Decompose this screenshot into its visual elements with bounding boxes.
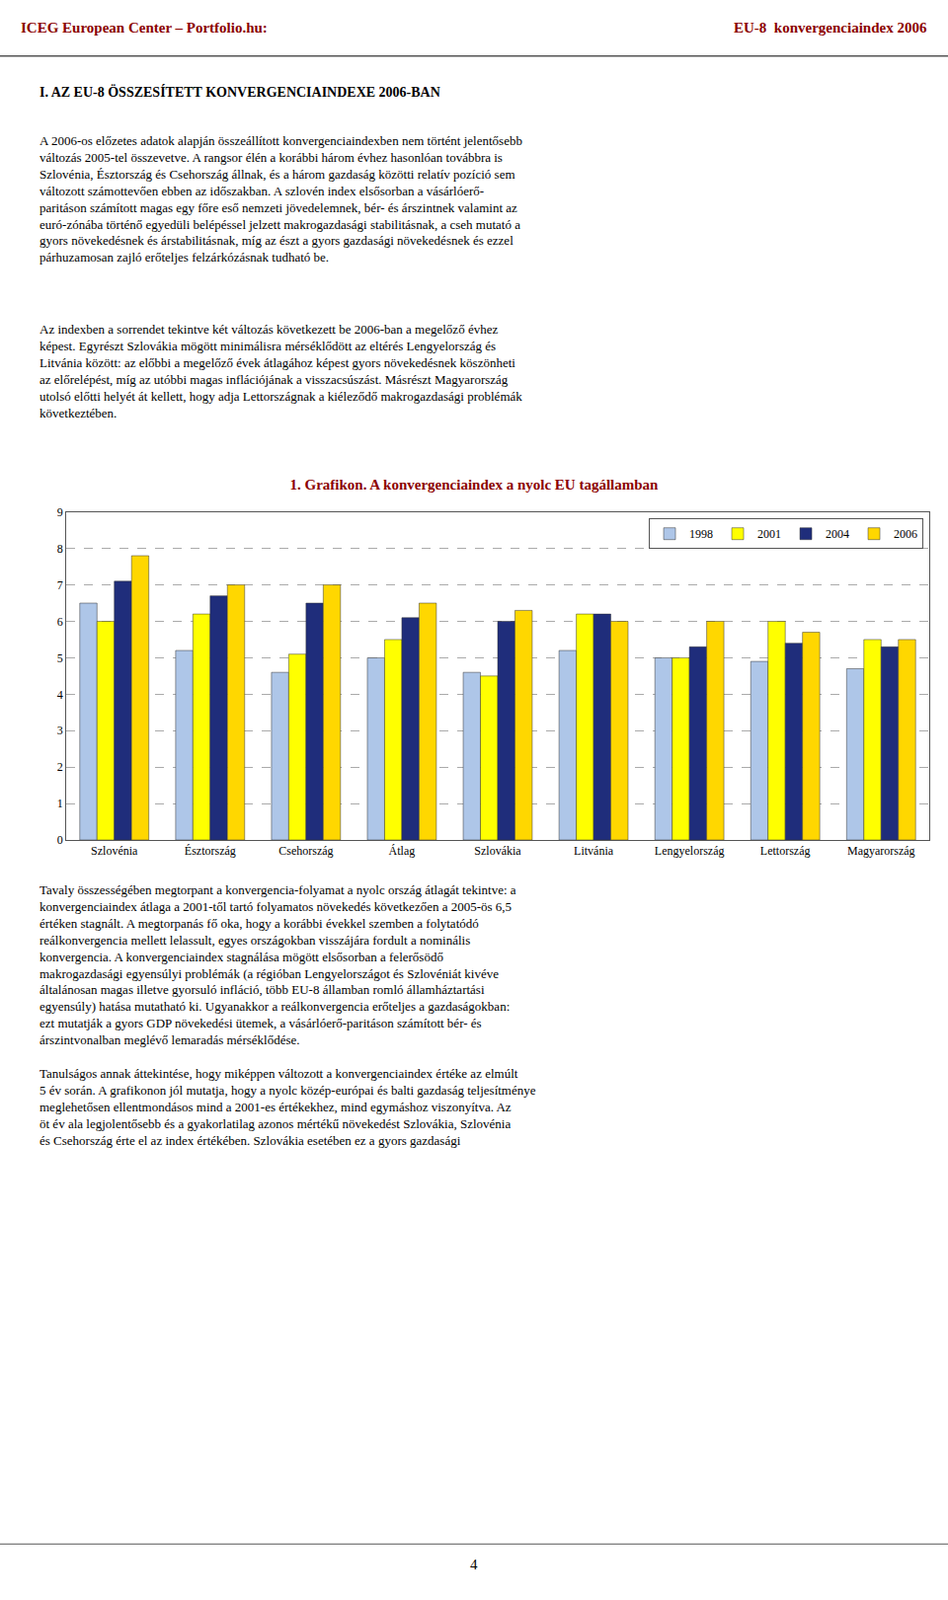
svg-text:1: 1: [57, 796, 64, 811]
svg-text:Lettország: Lettország: [760, 844, 811, 859]
svg-text:3: 3: [57, 723, 64, 738]
svg-text:Észtország: Észtország: [184, 844, 237, 859]
svg-text:2: 2: [57, 760, 64, 775]
svg-text:Az indexben a sorrendet tekint: Az indexben a sorrendet tekintve két vál…: [39, 321, 523, 421]
svg-text:8: 8: [57, 542, 64, 556]
svg-text:4: 4: [57, 688, 64, 703]
svg-text:ICEG European Center – Portfol: ICEG European Center – Portfolio.hu:: [20, 19, 268, 36]
svg-text:A 2006-os előzetes adatok alap: A 2006-os előzetes adatok alapján összeá…: [39, 133, 523, 265]
svg-text:7: 7: [57, 578, 64, 593]
svg-text:2006: 2006: [893, 527, 918, 542]
svg-text:Litvánia: Litvánia: [573, 844, 615, 859]
svg-text:Csehország: Csehország: [278, 844, 333, 859]
svg-text:5: 5: [57, 651, 64, 666]
svg-text:Szlovénia: Szlovénia: [90, 844, 139, 859]
svg-text:2001: 2001: [757, 527, 782, 542]
svg-text:Magyarország: Magyarország: [847, 844, 916, 859]
svg-text:0: 0: [57, 833, 64, 848]
svg-text:Szlovákia: Szlovákia: [474, 844, 522, 859]
svg-text:Lengyelország: Lengyelország: [654, 844, 725, 859]
svg-text:Tavaly összességében megtorpan: Tavaly összességében megtorpant a konver…: [39, 882, 517, 1048]
svg-text:EU-8 konvergenciaindex 2006: EU-8 konvergenciaindex 2006: [733, 19, 928, 36]
svg-text:1. Grafikon. A konvergenciaind: 1. Grafikon. A konvergenciaindex a nyolc…: [290, 476, 660, 493]
svg-text:2004: 2004: [825, 527, 850, 542]
svg-text:Átlag: Átlag: [389, 844, 416, 859]
svg-text:1998: 1998: [689, 527, 713, 542]
svg-text:9: 9: [57, 505, 64, 520]
svg-text:4: 4: [470, 1557, 478, 1574]
svg-text:Tanulságos annak áttekintése,: Tanulságos annak áttekintése, hogy mikép…: [39, 1066, 537, 1149]
svg-text:I. AZ EU-8 ÖSSZESÍTETT KONVERG: I. AZ EU-8 ÖSSZESÍTETT KONVERGENCIAINDEX…: [39, 83, 441, 100]
svg-text:6: 6: [57, 615, 64, 630]
